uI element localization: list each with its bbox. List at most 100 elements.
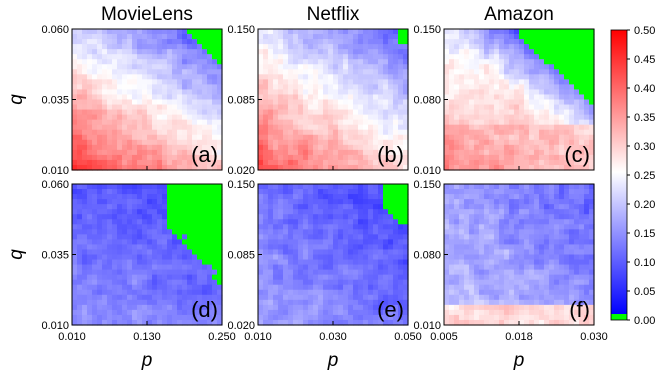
- heatmap-cell: [147, 144, 153, 151]
- heatmap-cell: [132, 184, 138, 190]
- heatmap-cell: [157, 29, 163, 35]
- heatmap-cell: [177, 249, 183, 256]
- heatmap-cell: [474, 64, 480, 70]
- heatmap-cell: [92, 299, 98, 306]
- heatmap-cell: [283, 154, 289, 161]
- heatmap-cell: [107, 204, 113, 210]
- heatmap-cell: [539, 284, 545, 291]
- heatmap-cell: [403, 59, 409, 65]
- heatmap-cell: [529, 314, 535, 321]
- heatmap-cell: [519, 74, 525, 80]
- heatmap-cell: [217, 309, 223, 316]
- heatmap-cell: [549, 149, 555, 156]
- heatmap-cell: [514, 154, 520, 161]
- heatmap-cell: [333, 54, 339, 60]
- heatmap-cell: [217, 139, 223, 146]
- heatmap-cell: [293, 74, 299, 80]
- heatmap-cell: [77, 134, 83, 141]
- heatmap-cell: [368, 279, 374, 286]
- heatmap-cell: [328, 119, 334, 126]
- heatmap-cell: [534, 284, 540, 291]
- heatmap-cell: [192, 239, 198, 246]
- heatmap-cell: [484, 309, 490, 316]
- heatmap-cell: [459, 209, 465, 215]
- heatmap-cell: [534, 274, 540, 281]
- heatmap-cell: [177, 299, 183, 306]
- heatmap-cell: [157, 239, 163, 246]
- heatmap-cell: [313, 109, 319, 116]
- heatmap-cell: [544, 104, 550, 111]
- heatmap-cell: [102, 89, 108, 96]
- heatmap-cell: [363, 289, 369, 296]
- heatmap-cell: [258, 104, 264, 111]
- heatmap-cell: [318, 314, 324, 321]
- heatmap-cell: [323, 44, 329, 50]
- heatmap-cell: [544, 209, 550, 215]
- heatmap-cell: [127, 224, 133, 230]
- heatmap-cell: [117, 254, 123, 261]
- heatmap-cell: [323, 54, 329, 60]
- heatmap-cell: [554, 319, 560, 326]
- heatmap-cell: [142, 189, 148, 195]
- heatmap-cell: [87, 34, 93, 40]
- heatmap-cell: [273, 259, 279, 266]
- heatmap-cell: [398, 259, 404, 266]
- heatmap-cell: [509, 319, 515, 326]
- heatmap-cell: [539, 259, 545, 266]
- heatmap-cell: [509, 199, 515, 205]
- heatmap-cell: [308, 284, 314, 291]
- heatmap-cell: [278, 219, 284, 225]
- heatmap-cell: [509, 104, 515, 111]
- heatmap-cell: [182, 299, 188, 306]
- heatmap-cell: [484, 134, 490, 141]
- heatmap-cell: [388, 289, 394, 296]
- heatmap-cell: [529, 74, 535, 80]
- heatmap-cell: [137, 304, 143, 311]
- heatmap-cell: [152, 189, 158, 195]
- heatmap-cell: [579, 89, 585, 96]
- heatmap-cell: [444, 39, 450, 45]
- heatmap-cell: [388, 29, 394, 35]
- heatmap-cell: [494, 184, 500, 190]
- heatmap-cell: [167, 209, 173, 215]
- heatmap-cell: [212, 119, 218, 126]
- heatmap-cell: [368, 269, 374, 276]
- heatmap-cell: [524, 94, 530, 101]
- heatmap-cell: [338, 39, 344, 45]
- heatmap-cell: [303, 84, 309, 91]
- heatmap-cell: [449, 219, 455, 225]
- heatmap-cell: [182, 214, 188, 220]
- heatmap-cell: [479, 119, 485, 126]
- heatmap-cell: [393, 129, 399, 136]
- heatmap-cell: [589, 129, 595, 136]
- heatmap-cell: [152, 244, 158, 251]
- heatmap-cell: [288, 59, 294, 65]
- heatmap-cell: [212, 279, 218, 286]
- heatmap-cell: [403, 124, 409, 131]
- heatmap-cell: [579, 139, 585, 146]
- heatmap-cell: [162, 234, 168, 240]
- heatmap-cell: [524, 299, 530, 306]
- heatmap-cell: [519, 119, 525, 126]
- heatmap-cell: [112, 304, 118, 311]
- heatmap-cell: [97, 29, 103, 35]
- heatmap-cell: [258, 209, 264, 215]
- heatmap-cell: [303, 269, 309, 276]
- heatmap-cell: [509, 89, 515, 96]
- heatmap-cell: [444, 189, 450, 195]
- heatmap-cell: [142, 84, 148, 91]
- heatmap-cell: [147, 254, 153, 261]
- heatmap-cell: [288, 69, 294, 75]
- heatmap-cell: [77, 99, 83, 106]
- heatmap-cell: [398, 249, 404, 256]
- heatmap-cell: [117, 54, 123, 60]
- heatmap-cell: [217, 304, 223, 311]
- heatmap-cell: [444, 244, 450, 251]
- heatmap-cell: [117, 74, 123, 80]
- heatmap-cell: [564, 234, 570, 240]
- heatmap-cell: [509, 229, 515, 235]
- heatmap-cell: [363, 54, 369, 60]
- heatmap-cell: [162, 229, 168, 235]
- heatmap-cell: [564, 259, 570, 266]
- heatmap-cell: [167, 144, 173, 151]
